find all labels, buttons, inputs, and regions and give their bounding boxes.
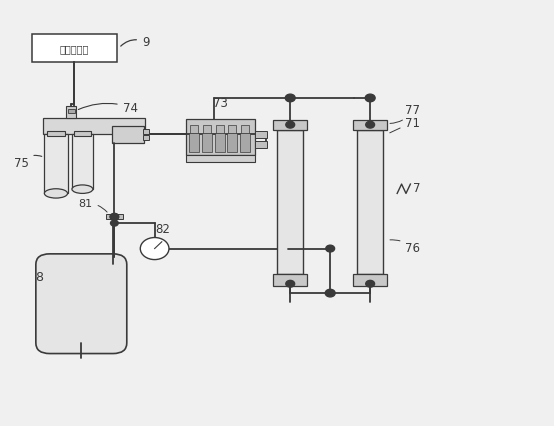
Circle shape bbox=[366, 122, 375, 129]
Bar bbox=[203, 126, 211, 133]
Text: 8: 8 bbox=[35, 270, 43, 283]
Bar bbox=[228, 126, 236, 133]
Bar bbox=[240, 133, 250, 153]
Bar bbox=[215, 133, 224, 153]
Bar bbox=[112, 126, 143, 143]
Bar bbox=[142, 130, 149, 134]
Bar bbox=[189, 133, 199, 153]
Bar bbox=[47, 132, 65, 136]
Circle shape bbox=[285, 95, 295, 103]
Text: 77: 77 bbox=[390, 104, 420, 124]
Bar bbox=[32, 35, 117, 63]
Circle shape bbox=[326, 245, 335, 252]
Bar bbox=[191, 126, 198, 133]
Circle shape bbox=[111, 214, 118, 220]
Circle shape bbox=[286, 281, 295, 288]
Text: 71: 71 bbox=[390, 116, 420, 133]
Bar bbox=[142, 136, 149, 140]
Circle shape bbox=[365, 95, 375, 103]
Text: 82: 82 bbox=[156, 222, 171, 235]
Circle shape bbox=[325, 290, 335, 297]
Bar bbox=[357, 130, 383, 274]
Circle shape bbox=[286, 122, 295, 129]
Text: 74: 74 bbox=[78, 101, 137, 115]
Ellipse shape bbox=[44, 189, 68, 199]
Bar bbox=[241, 126, 249, 133]
FancyBboxPatch shape bbox=[36, 254, 127, 354]
Text: 73: 73 bbox=[213, 96, 228, 109]
Bar bbox=[186, 155, 255, 162]
Bar bbox=[72, 135, 93, 190]
Bar bbox=[255, 132, 267, 139]
Bar bbox=[106, 214, 122, 220]
Bar bbox=[255, 141, 267, 148]
Bar bbox=[273, 120, 307, 130]
Bar bbox=[353, 120, 387, 130]
Bar bbox=[186, 120, 255, 156]
Circle shape bbox=[110, 214, 119, 221]
Text: 压缩空气源: 压缩空气源 bbox=[60, 44, 89, 54]
Circle shape bbox=[366, 281, 375, 288]
Bar bbox=[273, 274, 307, 286]
Bar bbox=[66, 107, 76, 118]
Text: 9: 9 bbox=[121, 36, 150, 49]
Text: 7: 7 bbox=[413, 182, 420, 195]
Bar bbox=[227, 133, 237, 153]
Text: 76: 76 bbox=[390, 240, 420, 254]
Bar bbox=[74, 132, 91, 136]
Bar bbox=[353, 274, 387, 286]
Circle shape bbox=[140, 238, 169, 260]
Bar bbox=[44, 135, 68, 194]
Ellipse shape bbox=[72, 185, 93, 194]
Bar bbox=[277, 130, 304, 274]
Bar bbox=[202, 133, 212, 153]
Bar bbox=[43, 118, 145, 135]
Bar bbox=[68, 109, 75, 114]
Bar bbox=[216, 126, 223, 133]
Text: 75: 75 bbox=[13, 156, 42, 170]
Circle shape bbox=[111, 221, 118, 227]
Text: 81: 81 bbox=[79, 199, 107, 213]
